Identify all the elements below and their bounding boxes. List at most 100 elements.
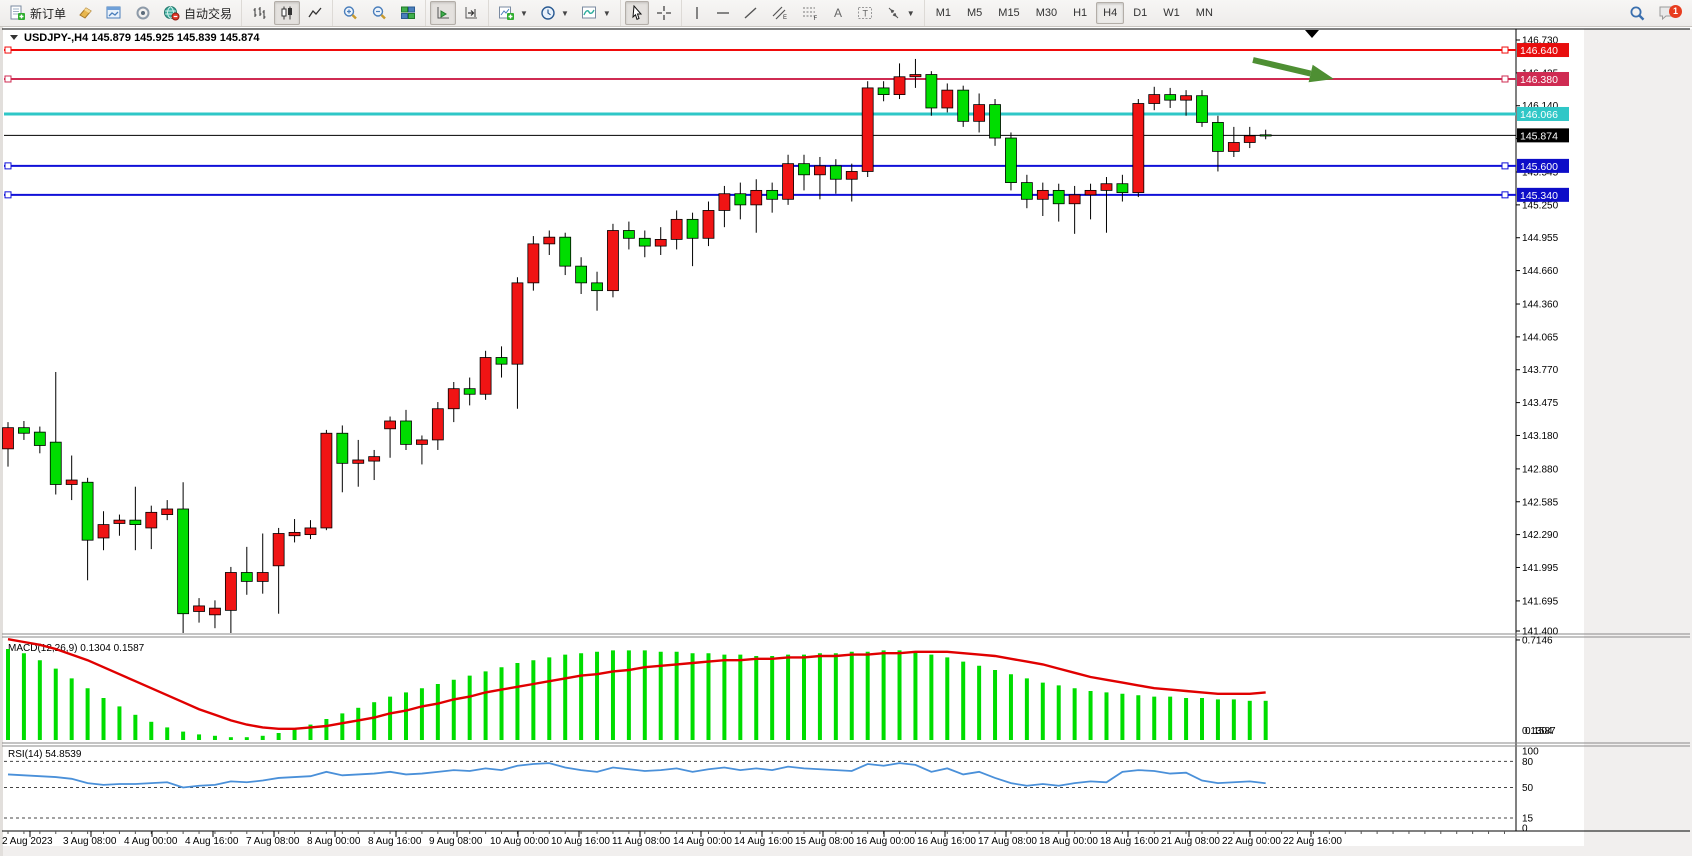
price-badge — [1517, 106, 1569, 121]
line-chart-mode-button[interactable] — [302, 1, 328, 25]
svg-text:E: E — [783, 15, 787, 21]
timeframe-group: M1 M5 M15 M30 H1 H4 D1 W1 MN — [923, 0, 1224, 26]
line-chart-icon — [308, 7, 322, 18]
styler-button[interactable] — [73, 1, 99, 25]
price-badge-label: 145.600 — [1520, 161, 1558, 173]
timeframe-button-mn[interactable]: MN — [1195, 7, 1213, 19]
timeframe-button-h4[interactable]: H4 — [1096, 2, 1125, 24]
timeframe-button-d1[interactable]: D1 — [1133, 7, 1148, 19]
candle — [1116, 183, 1129, 194]
candle — [766, 189, 779, 200]
text-label-tool-button[interactable]: T — [852, 1, 879, 25]
candle — [1020, 182, 1033, 200]
svg-text:A: A — [834, 6, 842, 20]
bottom-strip — [0, 846, 1584, 856]
zoom-out-button[interactable] — [366, 1, 393, 25]
candle — [177, 508, 190, 615]
timeframe-button-m30[interactable]: M30 — [1035, 7, 1058, 19]
auto-scroll-icon — [437, 7, 450, 19]
price-badge-label: 146.380 — [1520, 74, 1558, 86]
hline-anchor[interactable] — [1501, 162, 1509, 170]
chart-shift-button[interactable] — [458, 1, 484, 25]
crosshair-tool-button[interactable] — [651, 1, 677, 25]
candlestick-mode-button[interactable] — [274, 1, 301, 25]
hline-anchor[interactable] — [1501, 191, 1509, 199]
candle — [272, 533, 285, 567]
candle — [1196, 95, 1208, 123]
macd-signal-line — [7, 638, 1266, 730]
new-order-icon — [10, 5, 25, 20]
candle — [495, 357, 508, 365]
candle — [829, 165, 842, 180]
notifications-button[interactable]: 1 — [1653, 1, 1683, 25]
price-badge-label: 145.340 — [1520, 190, 1558, 202]
trendline-tool-button[interactable] — [738, 1, 764, 25]
timeframe-button-m1[interactable]: M1 — [935, 7, 951, 19]
search-button[interactable] — [1623, 1, 1651, 25]
hline-anchor[interactable] — [1501, 75, 1509, 83]
signal-button[interactable] — [130, 1, 156, 25]
price-axis-label: 145.545 — [1522, 168, 1559, 179]
search-icon — [1630, 6, 1645, 20]
candle — [209, 607, 221, 616]
candle — [941, 89, 954, 109]
zoom-in-button[interactable] — [337, 1, 364, 25]
candle — [384, 420, 396, 430]
price-badge-label: 145.874 — [1520, 130, 1558, 142]
window-chart-icon — [106, 6, 121, 19]
timeframe-button-m15[interactable]: M15 — [998, 7, 1020, 19]
price-badge — [1517, 158, 1569, 173]
candle — [845, 171, 858, 180]
timeframe-button-w1[interactable]: W1 — [1163, 7, 1180, 19]
candle — [718, 193, 731, 211]
candle — [511, 282, 524, 365]
candle — [1148, 94, 1161, 104]
hline-anchor[interactable] — [4, 75, 12, 83]
new-chart-button[interactable]: ▼ — [493, 1, 533, 25]
price-axis-label: 146.730 — [1522, 36, 1559, 47]
cursor-tool-button[interactable] — [624, 1, 649, 25]
candle — [49, 441, 62, 485]
indicators-icon — [581, 6, 596, 19]
chart-menu-triangle-icon[interactable] — [10, 35, 18, 40]
bar-chart-mode-button[interactable] — [246, 1, 272, 25]
dropdown-caret: ▼ — [560, 8, 569, 18]
annotation-arrow-shaft[interactable] — [1252, 57, 1312, 77]
price-axis-label: 141.995 — [1522, 563, 1559, 574]
notification-badge: 1 — [1669, 5, 1682, 18]
tile-windows-button[interactable] — [395, 1, 421, 25]
period-button[interactable]: ▼ — [535, 1, 574, 25]
indicators-button[interactable]: ▼ — [576, 1, 616, 25]
fibonacci-tool-button[interactable]: F — [796, 1, 824, 25]
hline-anchor[interactable] — [4, 162, 12, 170]
trendline-icon — [744, 7, 757, 19]
new-order-button[interactable]: 新订单 — [4, 1, 71, 25]
new-order-label: 新订单 — [30, 6, 67, 21]
hline-anchor[interactable] — [4, 46, 12, 54]
vertical-line-icon — [696, 7, 698, 19]
auto-scroll-button[interactable] — [430, 1, 457, 25]
vertical-line-tool-button[interactable] — [686, 1, 708, 25]
candle — [320, 432, 333, 529]
arrows-tool-button[interactable]: ▼ — [881, 1, 920, 25]
annotation-arrow-head[interactable] — [1308, 64, 1334, 83]
text-tool-button[interactable]: A — [826, 1, 850, 25]
hline-anchor[interactable] — [1501, 46, 1509, 54]
hline-anchor[interactable] — [4, 191, 12, 199]
clock-icon — [541, 6, 555, 20]
price-axis-label: 141.695 — [1522, 596, 1559, 607]
timeframe-button-m5[interactable]: M5 — [967, 7, 983, 19]
time-axis-label: 10 Aug 00:00 — [490, 836, 549, 847]
horizontal-line-tool-button[interactable] — [710, 1, 736, 25]
rsi-line — [7, 762, 1266, 789]
channel-tool-button[interactable]: E — [766, 1, 794, 25]
timeframe-button-h1[interactable]: H1 — [1073, 7, 1088, 19]
time-axis-label: 4 Aug 00:00 — [124, 836, 178, 847]
candle — [33, 431, 46, 446]
auto-trading-button[interactable]: 自动交易 — [158, 1, 237, 25]
candle — [81, 481, 94, 541]
top-toolbar: 新订单 自动交易 — [0, 0, 1692, 27]
profiles-button[interactable] — [101, 1, 128, 25]
candle — [543, 236, 556, 245]
candle — [591, 282, 603, 292]
